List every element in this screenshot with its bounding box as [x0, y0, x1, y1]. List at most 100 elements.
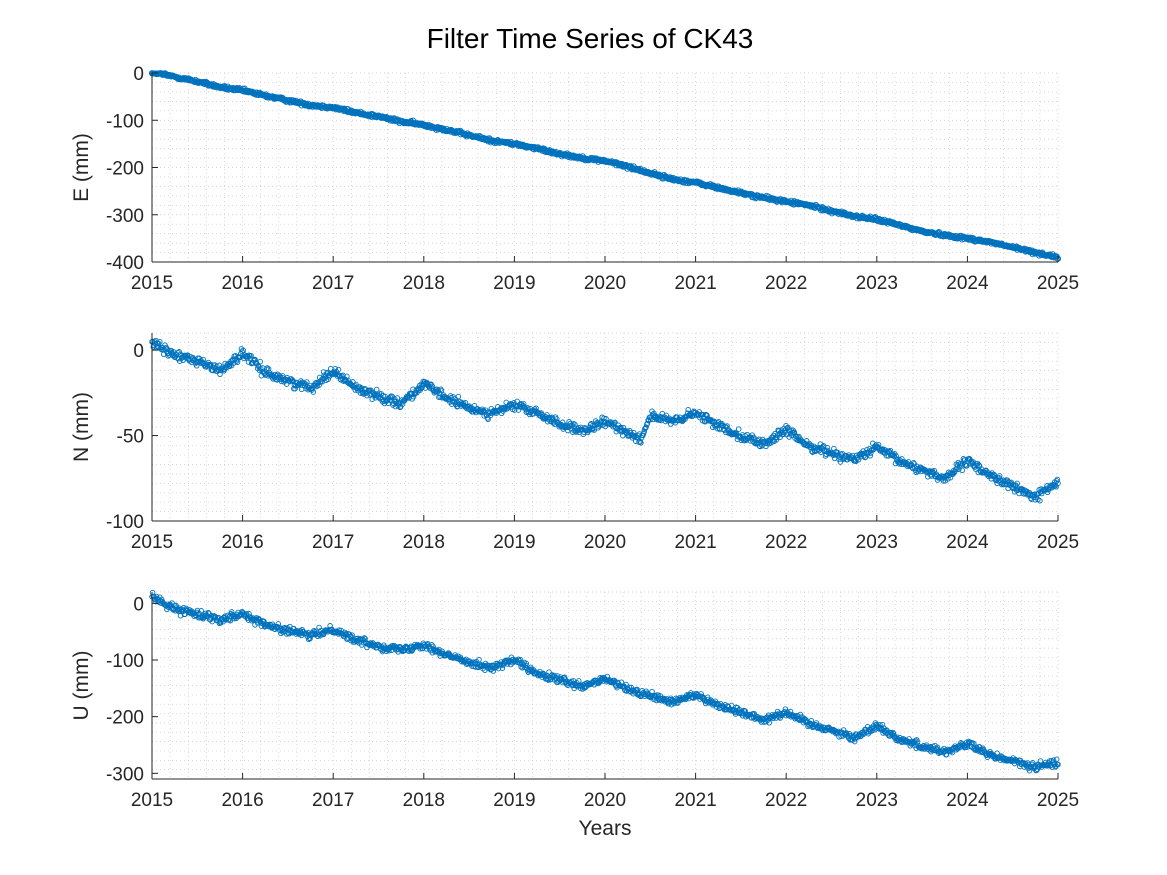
- panels-group: 2015 2016 2017 2018 2019 2020 2021 2022 2023 2024…: [70, 64, 1079, 811]
- data-point: [257, 91, 264, 98]
- y-tick-label: -400: [106, 253, 144, 274]
- data-point: [959, 467, 965, 474]
- y-tick-label: -50: [117, 427, 144, 448]
- data-point: [208, 361, 214, 368]
- data-point: [485, 416, 491, 423]
- data-point: [735, 426, 742, 432]
- data-point: [722, 423, 728, 430]
- data-point: [332, 365, 339, 372]
- data-point: [773, 437, 780, 443]
- data-point: [1053, 756, 1060, 762]
- data-series: [148, 70, 1062, 262]
- data-point: [499, 665, 506, 671]
- x-tick-label: 2023: [856, 273, 898, 294]
- x-tick-label: 2015: [131, 273, 173, 294]
- data-point: [703, 412, 710, 418]
- data-point: [455, 393, 462, 400]
- data-point: [362, 635, 368, 642]
- y-tick-label: -100: [106, 512, 144, 533]
- y-tick-label: -300: [106, 206, 144, 227]
- data-point: [890, 730, 897, 737]
- x-tick-label: 2016: [221, 790, 263, 811]
- data-point: [928, 469, 934, 475]
- data-point: [517, 656, 524, 663]
- panel-grid: [151, 332, 1059, 522]
- data-point: [638, 440, 644, 446]
- x-tick-label: 2025: [1037, 273, 1079, 294]
- data-point: [774, 434, 780, 441]
- y-tick-label: -300: [106, 764, 144, 785]
- data-point: [701, 695, 707, 701]
- data-point: [809, 448, 815, 455]
- x-tick-label: 2021: [674, 790, 716, 811]
- data-point: [671, 700, 677, 707]
- data-point: [685, 406, 691, 413]
- y-tick-label: -200: [106, 159, 144, 180]
- x-tick-label: 2019: [493, 273, 535, 294]
- x-tick-label: 2023: [856, 532, 898, 553]
- data-point: [338, 373, 345, 379]
- data-point: [644, 420, 651, 427]
- data-point: [1037, 498, 1043, 504]
- data-point: [956, 466, 962, 472]
- data-point: [612, 419, 618, 426]
- x-tick-label: 2022: [765, 532, 807, 553]
- data-point: [700, 411, 706, 418]
- x-tick-label: 2022: [765, 790, 807, 811]
- data-point: [1031, 491, 1038, 497]
- data-point: [642, 425, 649, 431]
- data-point: [906, 736, 912, 742]
- data-point: [641, 428, 647, 435]
- x-tick-label: 2023: [856, 790, 898, 811]
- data-point: [545, 677, 552, 683]
- data-point: [764, 440, 770, 447]
- data-series: [149, 337, 1061, 504]
- data-point: [588, 425, 595, 432]
- data-point: [851, 738, 858, 745]
- data-point: [569, 422, 576, 428]
- y-tick-label: 0: [133, 64, 144, 85]
- data-point: [620, 432, 626, 439]
- data-point: [435, 387, 441, 394]
- x-tick-label: 2019: [493, 790, 535, 811]
- data-point: [1022, 760, 1029, 767]
- data-point: [357, 390, 364, 396]
- data-point: [373, 386, 380, 393]
- data-point: [1033, 767, 1040, 774]
- data-point: [934, 744, 941, 751]
- data-point: [248, 352, 254, 359]
- data-point: [879, 721, 886, 728]
- data-point: [643, 424, 649, 430]
- data-point: [546, 669, 552, 675]
- x-tick-label: 2015: [131, 790, 173, 811]
- data-point: [867, 453, 873, 459]
- data-point: [292, 385, 298, 392]
- data-point: [325, 376, 331, 382]
- data-point: [228, 609, 235, 615]
- x-tick-label: 2024: [946, 532, 989, 553]
- data-point: [868, 450, 874, 456]
- data-point: [945, 476, 951, 482]
- x-tick-label: 2024: [946, 273, 989, 294]
- x-tick-label: 2021: [674, 273, 716, 294]
- data-point: [264, 365, 271, 371]
- data-point: [991, 472, 998, 479]
- chart-title: Filter Time Series of CK43: [427, 23, 754, 54]
- data-point: [1014, 480, 1020, 487]
- y-axis-label: E (mm): [70, 133, 93, 202]
- x-tick-label: 2017: [312, 532, 354, 553]
- panel-1: 2015 2016 2017 2018 2019 2020 2021 2022 2023 2024…: [70, 64, 1079, 294]
- data-point: [157, 338, 163, 345]
- x-tick-label: 2022: [765, 273, 807, 294]
- data-point: [877, 722, 883, 728]
- data-point: [270, 376, 276, 382]
- data-point: [533, 405, 539, 411]
- data-point: [416, 642, 422, 649]
- x-tick-label: 2018: [403, 273, 445, 294]
- data-point: [417, 645, 423, 652]
- data-point: [699, 417, 706, 424]
- data-point: [949, 749, 956, 756]
- y-tick-label: -100: [106, 111, 144, 132]
- data-point: [394, 395, 401, 401]
